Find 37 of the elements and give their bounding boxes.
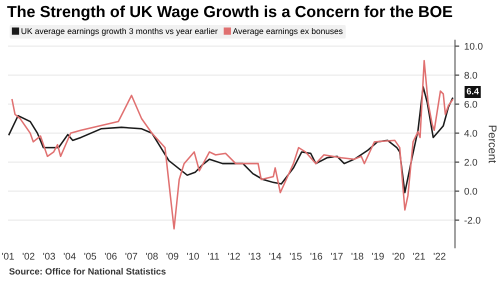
- x-tick-label: '14: [269, 252, 282, 260]
- legend-label: Average earnings ex bonuses: [232, 28, 343, 36]
- x-tick-label: '06: [104, 252, 117, 260]
- y-tick-label: 8.0: [464, 72, 478, 79]
- x-tick-label: '04: [64, 252, 76, 260]
- x-tick-label: '18: [352, 252, 364, 260]
- chart-title: The Strength of UK Wage Growth is a Concern for the BOE: [7, 5, 452, 20]
- x-tick-label: '07: [125, 252, 138, 260]
- x-tick-label: '22: [434, 252, 446, 260]
- x-tick-label: '15: [290, 252, 302, 260]
- line-series: [11, 60, 454, 230]
- x-tick-label: '11: [208, 252, 220, 260]
- x-tick-label: '09: [166, 252, 178, 260]
- y-tick-label: 4.0: [464, 130, 478, 137]
- y-tick-label: 0.0: [464, 188, 478, 195]
- x-tick-label: '16: [310, 252, 322, 260]
- y-tick-label: 10.0: [464, 42, 483, 50]
- annotation: 6.4: [466, 88, 479, 94]
- x-tick-label: '08: [146, 252, 158, 260]
- x-tick-label: '10: [187, 252, 199, 260]
- legend-label: UK average earnings growth 3 months vs year earlier: [22, 28, 218, 36]
- x-tick-label: '17: [330, 252, 343, 260]
- line-series: [8, 86, 454, 194]
- x-tick-label: '02: [22, 252, 34, 260]
- x-tick-label: '01: [2, 252, 14, 260]
- x-tick-label: '05: [84, 252, 96, 260]
- x-tick-label: '20: [392, 252, 404, 260]
- y-tick-label: 2.0: [464, 158, 478, 166]
- x-tick-label: '19: [372, 252, 384, 260]
- x-tick-label: '03: [43, 252, 56, 260]
- y-axis-title: Percent: [488, 126, 496, 164]
- y-tick-label: -2.0: [464, 216, 480, 224]
- x-tick-label: '13: [248, 252, 261, 260]
- x-tick-label: '12: [228, 252, 240, 260]
- y-tick-label: 6.0: [464, 100, 478, 108]
- source-note: Source: Office for National Statistics: [9, 268, 166, 275]
- x-tick-label: '21: [413, 252, 425, 260]
